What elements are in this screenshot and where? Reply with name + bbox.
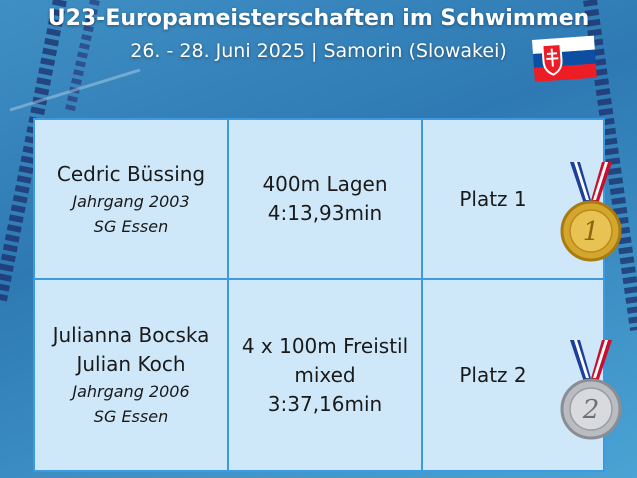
slovak-flag bbox=[532, 35, 597, 82]
athlete: Cedric Büssing bbox=[56, 161, 206, 186]
event: 3:37,16min bbox=[267, 391, 383, 416]
detail: Jahrgang 2003 bbox=[72, 191, 190, 211]
athlete: Julian Koch bbox=[76, 352, 186, 376]
place-cell: Platz 1 bbox=[423, 120, 563, 278]
event: mixed bbox=[294, 362, 356, 387]
event-cell: 400m Lagen 4:13,93min bbox=[229, 120, 421, 278]
event: 4 x 100m Freistil bbox=[241, 333, 409, 358]
detail: SG Essen bbox=[93, 407, 169, 426]
results-table: Cedric Büssing Jahrgang 2003 SG Essen 40… bbox=[33, 118, 605, 472]
silver-medal: 2 bbox=[560, 340, 622, 440]
medal-number: 2 bbox=[582, 395, 600, 425]
medal-number: 1 bbox=[583, 217, 600, 247]
place: Platz 2 bbox=[459, 362, 527, 387]
column-divider bbox=[227, 120, 229, 470]
place-cell: Platz 2 bbox=[423, 280, 563, 470]
title: U23-Europameisterschaften im Schwimmen bbox=[47, 6, 590, 31]
athlete-cell: Julianna Bocska Julian Koch Jahrgang 200… bbox=[35, 280, 227, 470]
event-cell: 4 x 100m Freistil mixed 3:37,16min bbox=[229, 280, 421, 470]
event: 4:13,93min bbox=[267, 201, 383, 225]
subtitle: 26. - 28. Juni 2025 | Samorin (Slowakei) bbox=[130, 40, 507, 62]
place: Platz 1 bbox=[459, 186, 527, 211]
event: 400m Lagen bbox=[262, 172, 388, 196]
detail: SG Essen bbox=[93, 216, 169, 236]
row-divider bbox=[35, 278, 603, 280]
column-divider bbox=[421, 120, 423, 470]
detail: Jahrgang 2006 bbox=[72, 382, 190, 401]
athlete: Julianna Bocska bbox=[52, 323, 210, 347]
gold-medal: 1 bbox=[560, 162, 622, 262]
athlete-cell: Cedric Büssing Jahrgang 2003 SG Essen bbox=[35, 120, 227, 278]
